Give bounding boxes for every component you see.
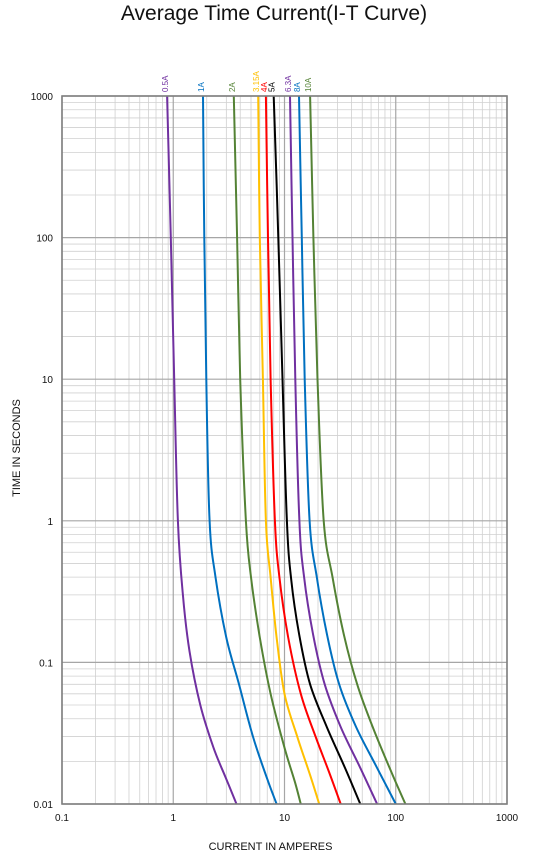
curve-1A	[202, 95, 278, 805]
curve-label-3.15A: 3.15A	[252, 70, 261, 92]
y-tick-label: 100	[36, 234, 53, 245]
curve-label-6.3A: 6.3A	[284, 75, 293, 92]
x-tick-label: 0.1	[55, 813, 69, 824]
y-axis-label: TIME IN SECONDS	[11, 399, 23, 497]
curve-0.5A	[166, 95, 238, 805]
x-tick-label: 1000	[496, 813, 519, 824]
curve-label-8A: 8A	[293, 82, 302, 92]
y-tick-label: 10	[42, 375, 54, 386]
y-tick-label: 0.1	[39, 658, 53, 669]
x-axis-label: CURRENT IN AMPERES	[209, 841, 333, 853]
curve-label-1A: 1A	[197, 82, 206, 92]
curve-label-4A: 4A	[260, 82, 269, 92]
x-tick-label: 100	[387, 813, 404, 824]
y-tick-label: 0.01	[34, 800, 54, 811]
chart-title: Average Time Current(I-T Curve)	[120, 2, 428, 25]
curve-4A	[264, 95, 342, 805]
y-tick-label: 1	[47, 517, 53, 528]
curve-6.3A	[289, 95, 379, 805]
curves	[166, 95, 407, 805]
curve-label-2A: 2A	[228, 82, 237, 92]
x-tick-labels: 0.1 1 10 100 1000	[55, 813, 519, 824]
curve-8A	[298, 95, 397, 805]
curve-label-0.5A: 0.5A	[161, 75, 170, 92]
y-tick-labels: 0.01 0.1 1 10 100 1000	[31, 92, 54, 811]
plot-frame	[61, 95, 508, 805]
curve-label-5A: 5A	[268, 82, 277, 92]
curve-10A	[309, 95, 407, 805]
x-tick-label: 10	[279, 813, 291, 824]
y-tick-label: 1000	[31, 92, 54, 103]
curve-3.15A	[257, 95, 321, 805]
curve-5A	[272, 95, 362, 805]
curve-2A	[232, 95, 302, 805]
curve-label-10A: 10A	[304, 77, 313, 92]
x-tick-label: 1	[170, 813, 176, 824]
